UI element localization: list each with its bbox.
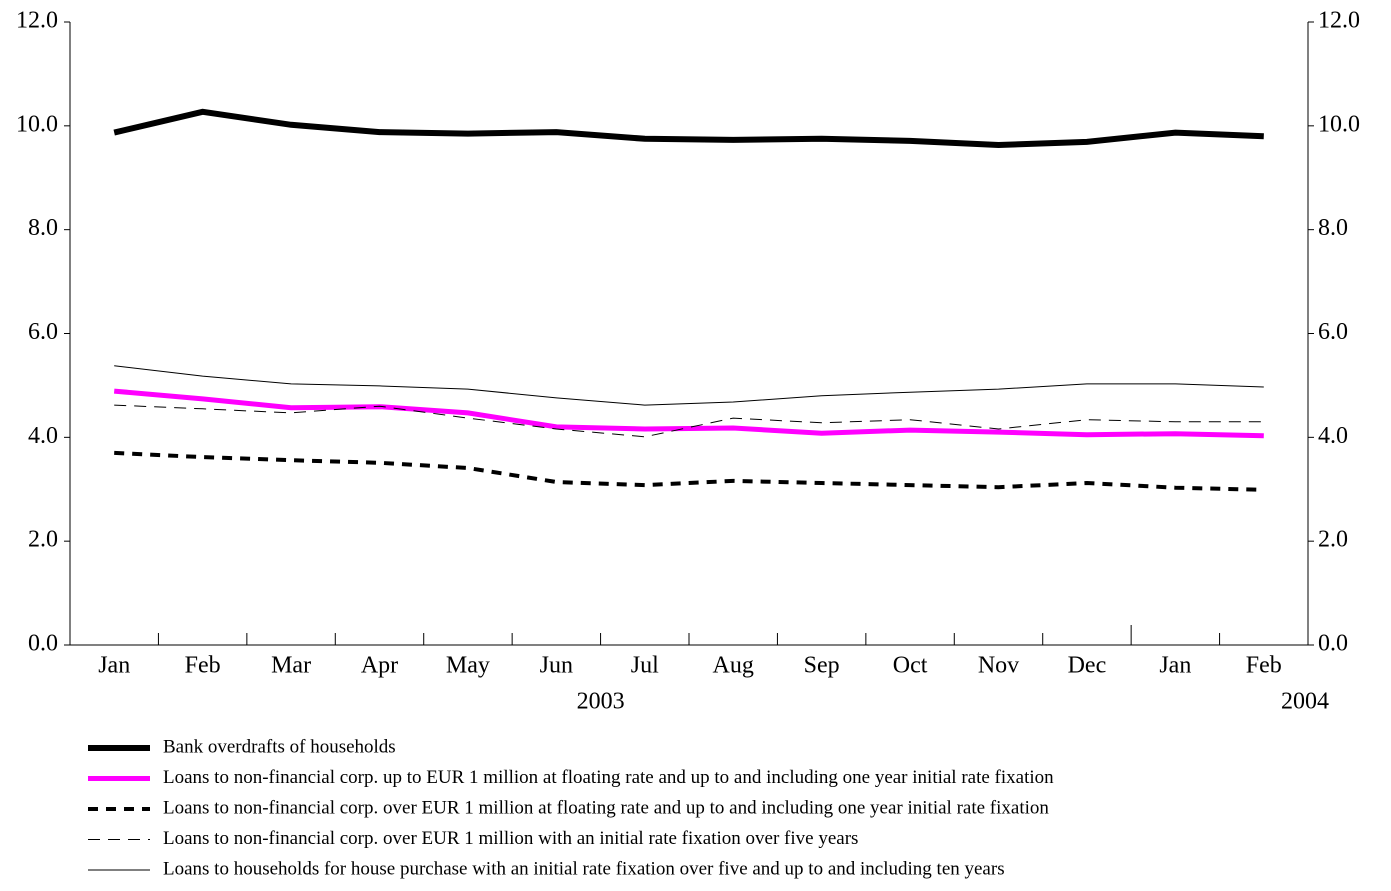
x-tick-label: Oct	[893, 653, 928, 679]
x-tick-label: Sep	[804, 653, 840, 679]
y2-tick-label: 2.0	[1318, 527, 1348, 553]
x-tick-label: Jun	[540, 653, 573, 679]
series-line	[113, 108, 1264, 149]
year-label: 2004	[1281, 689, 1329, 715]
x-tick-label: Feb	[1246, 653, 1282, 679]
x-tick-label: Jul	[631, 653, 659, 679]
y2-tick-label: 0.0	[1318, 631, 1348, 657]
legend-label: Bank overdrafts of households	[163, 736, 396, 757]
legend-label: Loans to non-financial corp. over EUR 1 …	[163, 797, 1049, 818]
y2-tick-label: 10.0	[1318, 111, 1360, 137]
y-tick-label: 10.0	[16, 111, 58, 137]
x-tick-label: Feb	[185, 653, 221, 679]
x-tick-label: Jan	[1159, 653, 1191, 679]
x-tick-label: Dec	[1068, 653, 1107, 679]
legend-label: Loans to non-financial corp. over EUR 1 …	[163, 828, 858, 849]
legend-label: Loans to households for house purchase w…	[163, 858, 1005, 879]
y2-tick-label: 4.0	[1318, 423, 1348, 449]
legend-label: Loans to non-financial corp. up to EUR 1…	[163, 767, 1054, 788]
y-tick-label: 4.0	[28, 423, 58, 449]
y-tick-label: 8.0	[28, 215, 58, 241]
y-tick-label: 0.0	[28, 631, 58, 657]
year-label: 2003	[577, 689, 625, 715]
x-tick-label: May	[446, 653, 490, 679]
series-line	[114, 365, 1264, 406]
y-tick-label: 12.0	[16, 8, 58, 34]
x-tick-label: Apr	[361, 653, 398, 679]
x-tick-label: Nov	[978, 653, 1019, 679]
y2-tick-label: 6.0	[1318, 319, 1348, 345]
y-tick-label: 2.0	[28, 527, 58, 553]
series-line	[114, 450, 1264, 492]
series-line	[113, 388, 1264, 439]
x-tick-label: Aug	[713, 653, 754, 679]
x-tick-label: Mar	[271, 653, 311, 679]
x-tick-label: Jan	[98, 653, 130, 679]
y2-tick-label: 8.0	[1318, 215, 1348, 241]
y-tick-label: 6.0	[28, 319, 58, 345]
series-line	[114, 404, 1264, 438]
y2-tick-label: 12.0	[1318, 8, 1360, 34]
